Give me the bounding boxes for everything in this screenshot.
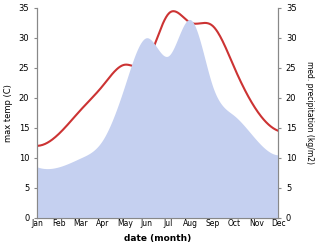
X-axis label: date (month): date (month): [124, 234, 191, 243]
Y-axis label: med. precipitation (kg/m2): med. precipitation (kg/m2): [305, 61, 314, 164]
Y-axis label: max temp (C): max temp (C): [4, 84, 13, 142]
